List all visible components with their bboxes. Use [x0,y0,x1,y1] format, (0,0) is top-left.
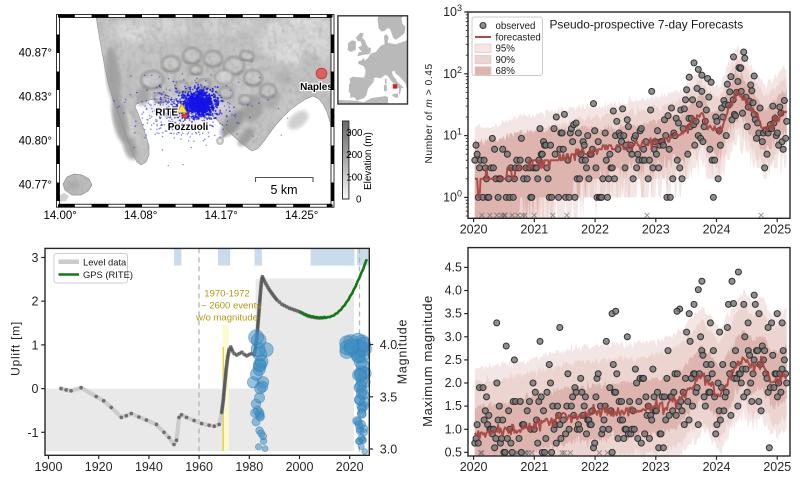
svg-text:observed: observed [496,21,536,32]
svg-text:GPS (RITE): GPS (RITE) [83,269,133,280]
svg-text:2020: 2020 [460,223,488,237]
svg-text:2022: 2022 [581,223,609,237]
svg-text:-1: -1 [27,426,38,440]
svg-text:2.5: 2.5 [445,353,462,367]
svg-text:1900: 1900 [35,460,63,474]
svg-text:2021: 2021 [520,223,548,237]
svg-text:2024: 2024 [703,460,731,474]
svg-text:0.5: 0.5 [445,445,462,459]
svg-text:3.5: 3.5 [445,307,462,321]
svg-text:2020: 2020 [336,460,364,474]
svg-text:forecasted: forecasted [496,32,541,43]
svg-text:1.5: 1.5 [445,399,462,413]
svg-text:95%: 95% [496,44,516,55]
svg-text:100: 100 [346,173,363,184]
svg-text:Magnitude: Magnitude [396,319,410,385]
svg-text:2025: 2025 [763,460,791,474]
svg-text:5 km: 5 km [270,183,297,197]
svg-text:3.0: 3.0 [380,443,397,457]
svg-text:RITE: RITE [155,108,178,119]
svg-text:68%: 68% [496,66,516,77]
svg-text:14.08°: 14.08° [124,210,157,222]
svg-text:1970-1972: 1970-1972 [204,289,249,300]
svg-text:Level data: Level data [83,256,127,267]
svg-text:2021: 2021 [520,460,548,474]
svg-text:0: 0 [356,195,362,206]
svg-text:2.0: 2.0 [445,376,462,390]
svg-text:0: 0 [32,382,39,396]
svg-text:2025: 2025 [763,223,791,237]
svg-text:3: 3 [32,251,39,265]
svg-text:1.0: 1.0 [445,422,462,436]
svg-text:Naples: Naples [300,82,333,93]
svg-text:Uplift [m]: Uplift [m] [9,321,23,376]
svg-text:40.83°: 40.83° [19,92,52,104]
svg-text:Pseudo-prospective 7-day Forec: Pseudo-prospective 7-day Forecasts [550,18,744,32]
svg-text:200: 200 [346,150,363,161]
svg-text:1980: 1980 [235,460,263,474]
svg-text:~ 2600 events: ~ 2600 events [201,301,261,312]
svg-text:1: 1 [32,338,39,352]
svg-text:1920: 1920 [85,460,113,474]
svg-text:2: 2 [32,295,39,309]
svg-text:2022: 2022 [581,460,609,474]
svg-text:4.0: 4.0 [445,284,462,298]
svg-text:14.17°: 14.17° [205,210,238,222]
svg-text:3.5: 3.5 [380,390,397,404]
svg-text:1940: 1940 [135,460,163,474]
svg-text:Maximum magnitude: Maximum magnitude [420,295,435,427]
svg-text:3.0: 3.0 [445,330,462,344]
svg-text:Number of m > 0.45: Number of m > 0.45 [424,63,435,163]
svg-text:40.77°: 40.77° [19,180,52,192]
svg-text:40.80°: 40.80° [19,136,52,148]
svg-text:300: 300 [346,128,363,139]
svg-text:2023: 2023 [642,460,670,474]
svg-text:w/o magnitude: w/o magnitude [195,313,258,324]
svg-text:Elevation (m): Elevation (m) [363,132,374,190]
svg-text:2023: 2023 [642,223,670,237]
svg-text:90%: 90% [496,55,516,66]
svg-text:14.00°: 14.00° [44,210,77,222]
svg-text:1960: 1960 [185,460,213,474]
svg-text:2024: 2024 [703,223,731,237]
svg-text:40.87°: 40.87° [19,48,52,60]
svg-text:2020: 2020 [460,460,488,474]
svg-text:2000: 2000 [286,460,314,474]
svg-text:4.5: 4.5 [445,260,462,274]
svg-text:4.0: 4.0 [380,338,397,352]
svg-text:14.25°: 14.25° [285,210,318,222]
svg-text:Pozzuoli: Pozzuoli [168,122,209,133]
